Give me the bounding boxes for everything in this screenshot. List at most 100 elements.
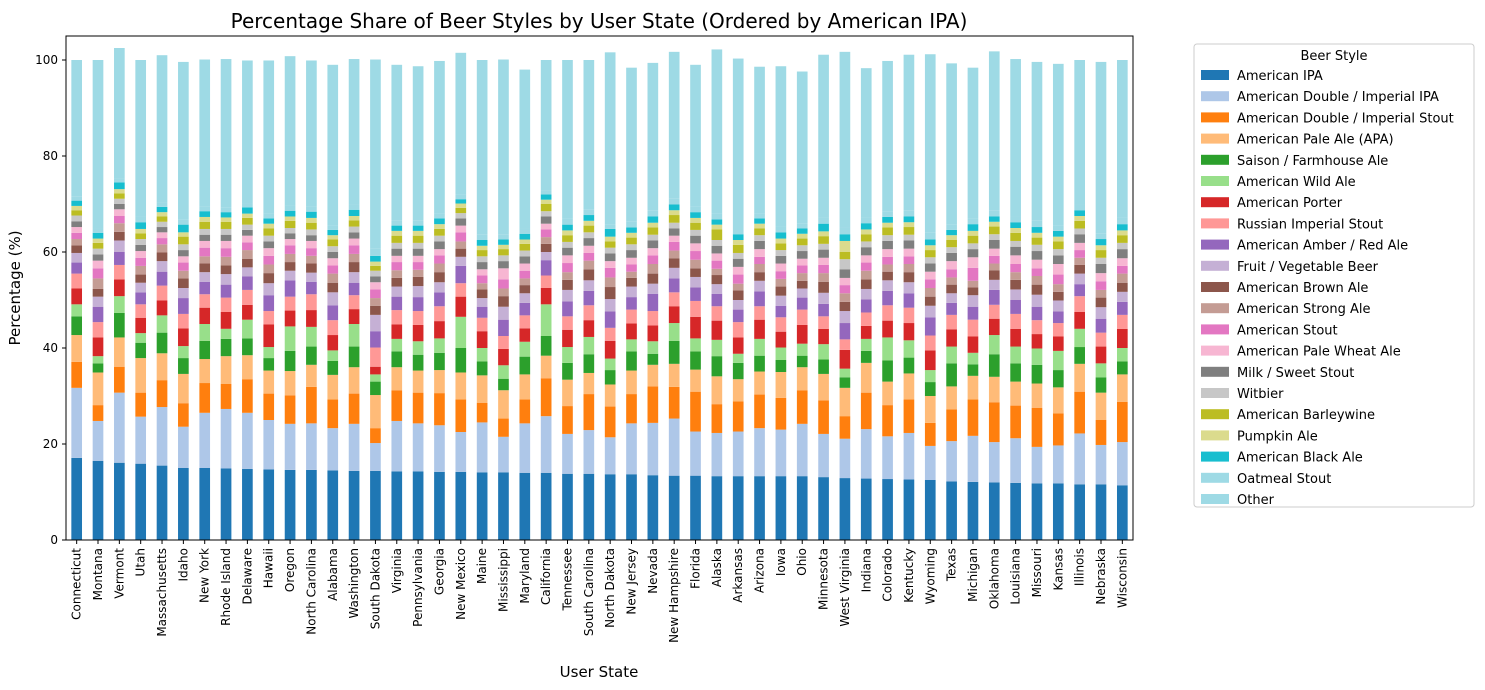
bar-segment-washington-american-barleywine <box>348 220 360 227</box>
bar-segment-wyoming-russian-imperial-stout <box>924 335 936 351</box>
bar-segment-iowa-american-strong-ale <box>775 278 787 287</box>
bar-segment-ohio-american-pale-wheat-ale <box>796 258 808 266</box>
bar-segment-south-dakota-fruit-vegetable-beer <box>370 314 381 332</box>
bar-segment-ohio-american-ipa <box>796 476 808 540</box>
legend-swatch-american-black-ale <box>1201 451 1229 462</box>
bar-segment-delaware-american-wild-ale <box>242 319 253 339</box>
bar-segment-florida-american-pale-wheat-ale <box>690 243 701 252</box>
bar-segment-virginia-american-ipa <box>391 471 403 540</box>
bar-segment-nevada-american-barleywine <box>647 227 659 235</box>
bar-segment-arizona-other <box>754 66 765 214</box>
bar-segment-wyoming-american-wild-ale <box>924 370 936 383</box>
bar-segment-indiana-american-double-imperial-ipa <box>860 429 872 479</box>
x-tick-label-texas: Texas <box>945 548 959 582</box>
bar-segment-texas-saison-farmhouse-ale <box>946 363 957 387</box>
bar-segment-south-carolina-american-ipa <box>583 473 595 540</box>
bar-segment-washington-american-strong-ale <box>348 253 360 263</box>
bar-segment-mississippi-other <box>498 59 509 235</box>
bar-segment-indiana-witbier <box>860 241 872 248</box>
bar-segment-hawaii-american-ipa <box>263 469 275 540</box>
bar-segment-pennsylvania-american-ipa <box>412 471 424 540</box>
bar-segment-california-milk-sweet-stout <box>540 216 552 224</box>
bar-segment-arizona-american-wild-ale <box>754 338 765 356</box>
bar-segment-vermont-american-brown-ale <box>114 231 125 241</box>
x-tick-label-virginia: Virginia <box>390 548 404 593</box>
bar-segment-nebraska-american-brown-ale <box>1095 297 1107 308</box>
bar-segment-texas-other <box>946 63 957 225</box>
bar-segment-oregon-american-black-ale <box>284 210 296 217</box>
bar-segment-montana-american-double-imperial-stout <box>92 405 104 421</box>
bar-segment-north-dakota-american-pale-wheat-ale <box>604 261 616 268</box>
bar-segment-hawaii-russian-imperial-stout <box>263 311 275 325</box>
bar-segment-texas-american-brown-ale <box>946 284 957 294</box>
bar-segment-utah-american-pale-ale-apa <box>135 358 147 393</box>
legend-swatch-fruit-vegetable-beer <box>1201 260 1229 271</box>
bar-segment-north-dakota-american-brown-ale <box>604 287 616 300</box>
bar-segment-pennsylvania-russian-imperial-stout <box>412 311 424 325</box>
bar-segment-kentucky-american-wild-ale <box>903 340 915 358</box>
bar-segment-new-hampshire-oatmeal-stout <box>668 198 680 205</box>
bar-segment-pennsylvania-milk-sweet-stout <box>412 248 424 256</box>
bar-segment-delaware-pumpkin-ale <box>242 213 253 218</box>
x-tick-label-illinois: Illinois <box>1073 548 1087 586</box>
bar-segment-georgia-russian-imperial-stout <box>434 306 445 322</box>
bar-segment-georgia-witbier <box>434 235 445 242</box>
bar-segment-virginia-american-amber-red-ale <box>391 296 403 311</box>
bar-segment-wisconsin-american-pale-ale-apa <box>1116 374 1128 402</box>
bar-segment-kansas-american-porter <box>1052 336 1064 351</box>
bar-segment-south-dakota-american-amber-red-ale <box>370 331 381 348</box>
bar-segment-new-mexico-american-porter <box>455 296 467 317</box>
x-tick-label-north-carolina: North Carolina <box>304 548 318 635</box>
bar-segment-new-mexico-pumpkin-ale <box>455 203 467 208</box>
bar-segment-kansas-russian-imperial-stout <box>1052 323 1064 337</box>
bar-segment-kentucky-american-stout <box>903 256 915 264</box>
bar-segment-tennessee-other <box>562 60 573 219</box>
x-tick-label-new-jersey: New Jersey <box>625 548 639 615</box>
bar-segment-new-york-russian-imperial-stout <box>199 294 211 308</box>
bar-segment-new-mexico-american-double-imperial-stout <box>455 399 467 432</box>
bar-segment-virginia-american-porter <box>391 324 403 339</box>
bar-segment-montana-american-black-ale <box>92 232 104 239</box>
bar-segment-colorado-american-wild-ale <box>882 337 893 361</box>
bar-segment-illinois-american-wild-ale <box>1074 328 1085 348</box>
bar-segment-maryland-pumpkin-ale <box>519 239 531 244</box>
bar-segment-wisconsin-american-ipa <box>1116 485 1128 540</box>
bar-segment-alaska-pumpkin-ale <box>711 224 723 230</box>
bar-segment-north-carolina-american-porter <box>306 310 317 327</box>
bar-segment-delaware-russian-imperial-stout <box>242 289 253 305</box>
bar-segment-montana-american-double-imperial-ipa <box>92 420 104 461</box>
bar-segment-kentucky-american-double-imperial-ipa <box>903 432 915 480</box>
bar-segment-mississippi-pumpkin-ale <box>498 244 509 250</box>
bar-segment-alaska-other <box>711 49 723 214</box>
bar-segment-north-dakota-american-pale-ale-apa <box>604 384 616 407</box>
bar-segment-nevada-american-double-imperial-ipa <box>647 422 659 476</box>
bar-segment-michigan-saison-farmhouse-ale <box>967 364 979 376</box>
bar-segment-pennsylvania-pumpkin-ale <box>412 230 424 236</box>
bar-segment-colorado-oatmeal-stout <box>882 211 893 217</box>
bar-segment-north-carolina-american-pale-ale-apa <box>306 364 317 387</box>
bar-segment-oregon-milk-sweet-stout <box>284 233 296 240</box>
x-tick-label-mississippi: Mississippi <box>496 548 510 612</box>
x-tick-label-missouri: Missouri <box>1030 548 1044 597</box>
bar-segment-south-carolina-american-black-ale <box>583 215 595 221</box>
bar-segment-ohio-american-black-ale <box>796 228 808 234</box>
bar-segment-illinois-russian-imperial-stout <box>1074 296 1085 312</box>
bar-segment-iowa-milk-sweet-stout <box>775 255 787 264</box>
bar-segment-utah-american-brown-ale <box>135 274 147 283</box>
bar-segment-illinois-american-barleywine <box>1074 220 1085 229</box>
bar-segment-new-hampshire-american-amber-red-ale <box>668 278 680 293</box>
bar-segment-ohio-oatmeal-stout <box>796 223 808 229</box>
bar-segment-louisiana-pumpkin-ale <box>1010 228 1021 233</box>
bar-segment-alabama-american-porter <box>327 335 339 351</box>
bar-segment-minnesota-american-black-ale <box>818 223 829 232</box>
bar-segment-new-hampshire-american-stout <box>668 241 680 251</box>
bar-segment-new-mexico-american-ipa <box>455 471 467 540</box>
bar-segment-alaska-american-double-imperial-ipa <box>711 432 723 477</box>
bar-segment-alabama-other <box>327 64 339 226</box>
bar-segment-alabama-witbier <box>327 246 339 252</box>
bar-segment-colorado-american-barleywine <box>882 227 893 236</box>
bar-segment-maine-milk-sweet-stout <box>476 262 488 270</box>
bar-segment-new-jersey-saison-farmhouse-ale <box>626 351 637 371</box>
bar-segment-idaho-american-double-imperial-stout <box>178 403 189 427</box>
bar-segment-connecticut-pumpkin-ale <box>71 205 83 211</box>
